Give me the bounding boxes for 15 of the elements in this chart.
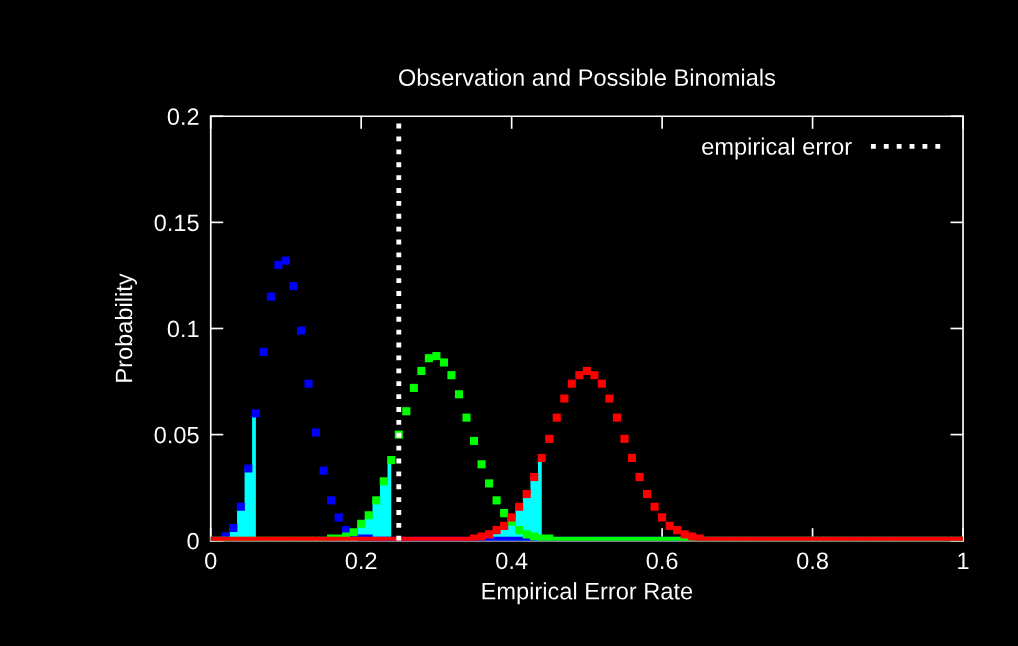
y-tick-label: 0 <box>187 532 199 550</box>
x-tick-label: 0.6 <box>646 552 678 570</box>
x-tick-label: 1 <box>958 552 969 569</box>
y-tick-label: 0.1 <box>167 320 199 338</box>
chart-title: Observation and Possible Binomials <box>399 68 776 86</box>
y-tick-label: 0.05 <box>154 426 199 444</box>
x-tick-label: 0.8 <box>797 552 828 570</box>
x-tick-label: 0 <box>205 552 217 570</box>
y-tick-label: 0.15 <box>154 214 199 232</box>
ref-line-label: empirical error <box>702 137 852 160</box>
y-tick-label: 0.2 <box>167 108 199 126</box>
x-tick-label: 0.2 <box>345 552 377 570</box>
y-axis-title: Probability <box>114 273 137 382</box>
x-tick-label: 0.4 <box>496 552 528 570</box>
x-axis-title: Empirical Error Rate <box>482 582 693 605</box>
